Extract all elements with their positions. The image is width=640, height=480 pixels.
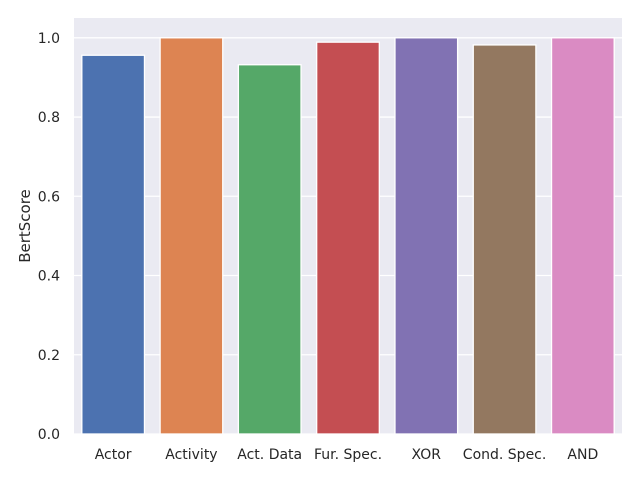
y-tick-label: 0.4 (38, 269, 60, 285)
y-tick-label: 1.0 (38, 31, 60, 47)
bar-act-data (237, 64, 302, 435)
x-tick-label: Fur. Spec. (314, 447, 382, 463)
bar-and (550, 37, 615, 435)
y-axis-label: BertScore (16, 189, 34, 263)
bar-actor (81, 54, 146, 435)
x-tick-label: AND (567, 447, 598, 463)
y-tick-label: 0.8 (38, 110, 60, 126)
x-tick-label: Cond. Spec. (463, 447, 547, 463)
bars (81, 37, 615, 435)
bar-fur-spec (316, 41, 380, 435)
x-tick-label: Activity (165, 447, 217, 463)
y-tick-labels: 0.0 0.2 0.4 0.6 0.8 1.0 (38, 31, 60, 443)
y-tick-label: 0.0 (38, 427, 60, 443)
y-tick-label: 0.2 (38, 348, 60, 364)
bar-cond-spec (472, 44, 537, 435)
y-tick-label: 0.6 (38, 189, 60, 205)
x-tick-labels: Actor Activity Act. Data Fur. Spec. XOR Cond.… (95, 447, 599, 463)
x-tick-label: XOR (412, 447, 442, 463)
x-tick-label: Act. Data (237, 447, 302, 463)
bar-activity (159, 37, 224, 435)
bar-xor (394, 37, 459, 435)
x-tick-label: Actor (95, 447, 132, 463)
